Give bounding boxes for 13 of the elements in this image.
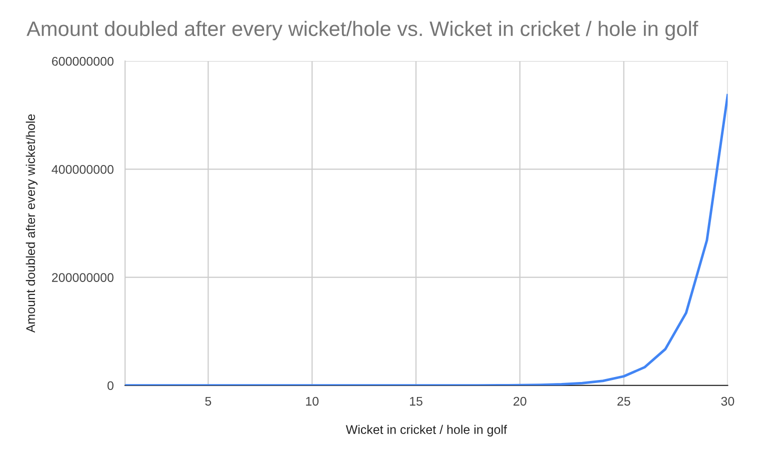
x-tick-label: 25 — [617, 396, 630, 406]
y-tick-label: 200000000 — [52, 273, 114, 282]
x-tick-label: 20 — [514, 396, 526, 406]
y-tick-label: 600000000 — [52, 56, 114, 66]
y-axis-title: Amount doubled after every wicket/hole — [26, 114, 38, 333]
x-tick-label: 10 — [306, 396, 319, 406]
x-tick-label: 30 — [721, 396, 734, 406]
x-axis-title: Wicket in cricket / hole in golf — [346, 424, 507, 436]
x-tick-label: 15 — [410, 396, 422, 406]
chart-title: Amount doubled after every wicket/hole vs. Wicket in cricket / hole in golf — [26, 20, 698, 40]
x-tick-label: 5 — [205, 396, 212, 406]
y-tick-label: 0 — [107, 381, 114, 390]
y-tick-label: 400000000 — [52, 165, 114, 174]
